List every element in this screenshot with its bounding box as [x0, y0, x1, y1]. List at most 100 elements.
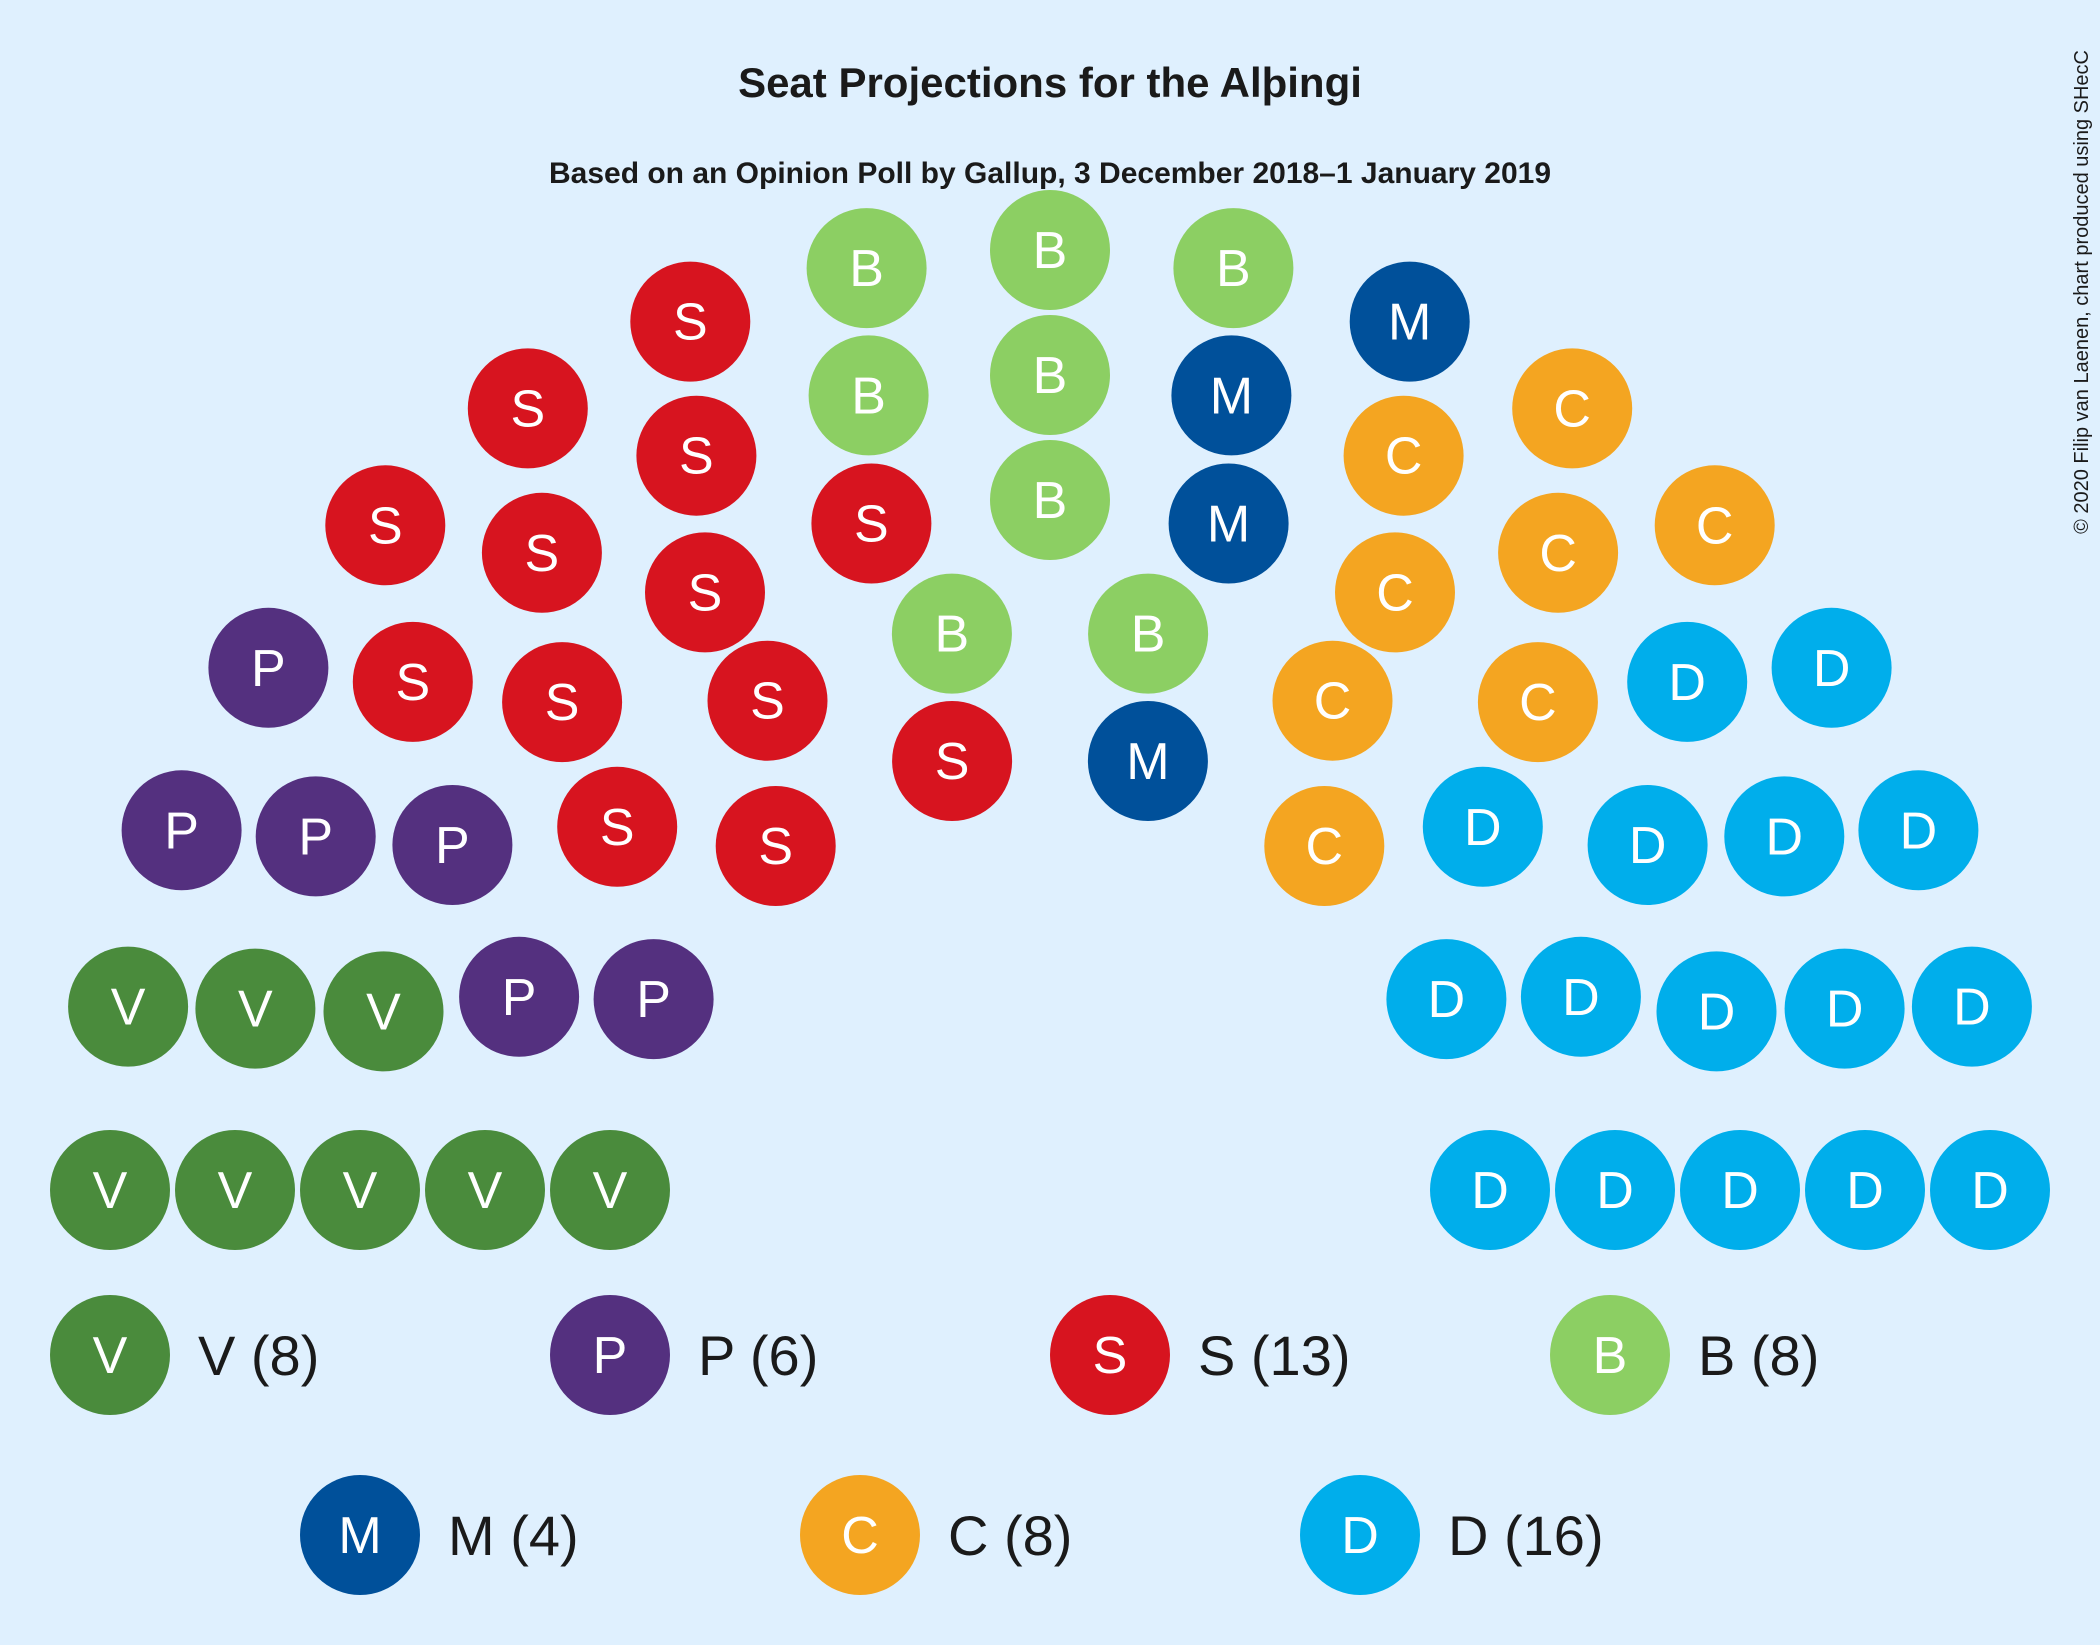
chart-credit: © 2020 Filip van Laenen, chart produced …: [2071, 50, 2093, 534]
seat-D: D: [1656, 951, 1777, 1072]
seat-D: D: [1680, 1130, 1800, 1250]
seat-letter: S: [750, 673, 785, 731]
seat-C: C: [1477, 642, 1598, 763]
seat-circle: [195, 948, 316, 1069]
seat-letter: V: [111, 979, 146, 1037]
seat-D: D: [1858, 770, 1979, 891]
seat-circle: [892, 701, 1013, 821]
seat-circle: [1555, 1130, 1675, 1250]
seat-letter: P: [435, 817, 470, 875]
legend-swatch-letter: P: [593, 1327, 628, 1385]
legend-item-C: C C (8): [800, 1475, 1072, 1595]
legend-item-B: B B (8): [1550, 1295, 1819, 1415]
seat-letter: D: [1900, 802, 1938, 860]
seat-S: S: [467, 348, 588, 469]
seat-letter: V: [238, 981, 273, 1039]
legend-swatch-letter: C: [841, 1507, 879, 1565]
seat-circle: [1386, 939, 1507, 1060]
seat-circle: [502, 642, 623, 763]
seat-D: D: [1724, 776, 1845, 897]
seat-letter: P: [298, 808, 333, 866]
seat-circle: [593, 939, 714, 1060]
seat-D: D: [1520, 936, 1641, 1057]
seat-circle: [467, 348, 588, 469]
seat-circle: [1171, 335, 1292, 456]
seat-circle: [707, 640, 828, 761]
seat-P: P: [459, 936, 580, 1057]
seat-circle: [208, 607, 329, 728]
seat-V: V: [68, 946, 189, 1067]
seat-S: S: [636, 395, 757, 516]
seat-letter: S: [545, 674, 580, 732]
seat-circle: [630, 261, 751, 382]
seat-letter: V: [218, 1162, 253, 1220]
seat-letter: D: [1464, 799, 1502, 857]
seat-circle: [1930, 1130, 2050, 1250]
seat-B: B: [1088, 573, 1209, 694]
seat-B: B: [1173, 208, 1294, 329]
seat-letter: C: [1696, 497, 1734, 555]
seat-letter: D: [1562, 969, 1600, 1027]
seat-C: C: [1272, 640, 1393, 761]
seat-circle: [175, 1130, 295, 1250]
seat-circle: [1088, 573, 1209, 694]
legend-label: V (8): [198, 1324, 319, 1387]
seat-V: V: [550, 1130, 670, 1250]
seat-letter: D: [1629, 817, 1667, 875]
seat-circle: [1805, 1130, 1925, 1250]
seat-circle: [1627, 621, 1748, 742]
seat-circle: [1858, 770, 1979, 891]
seat-B: B: [806, 208, 927, 329]
legend-swatch: [550, 1295, 670, 1415]
seat-circle: [1654, 465, 1775, 586]
seat-letter: V: [366, 983, 401, 1041]
seat-letter: C: [1385, 428, 1423, 486]
seat-circle: [1498, 492, 1619, 613]
seat-letter: D: [1846, 1162, 1884, 1220]
seat-B: B: [990, 315, 1110, 435]
seat-letter: M: [1126, 733, 1169, 791]
seat-S: S: [630, 261, 751, 382]
seat-letter: D: [1698, 983, 1736, 1041]
seat-circle: [1520, 936, 1641, 1057]
seat-letter: V: [93, 1162, 128, 1220]
legend-label: D (16): [1448, 1504, 1604, 1567]
seat-circle: [1512, 348, 1633, 469]
legend-label: S (13): [1198, 1324, 1351, 1387]
legend-swatch: [1550, 1295, 1670, 1415]
seat-P: P: [121, 770, 242, 891]
seat-S: S: [715, 786, 836, 906]
chart-title: Seat Projections for the Alþingi: [738, 59, 1362, 106]
seat-circle: [459, 936, 580, 1057]
seat-circle: [1656, 951, 1777, 1072]
seat-letter: B: [1033, 472, 1068, 530]
seat-letter: B: [849, 240, 884, 298]
seat-letter: S: [510, 380, 545, 438]
seat-circle: [1680, 1130, 1800, 1250]
seat-circle: [1911, 946, 2032, 1067]
seat-circle: [990, 190, 1110, 310]
seat-letter: C: [1376, 564, 1414, 622]
legend: V V (8) P P (6) S S (13) B B (8) M M (4) C C (8) D D …: [50, 1295, 1819, 1595]
legend-swatch-letter: B: [1593, 1327, 1628, 1385]
legend-label: P (6): [698, 1324, 818, 1387]
legend-swatch: [1050, 1295, 1170, 1415]
seat-D: D: [1805, 1130, 1925, 1250]
legend-swatch-letter: M: [338, 1507, 381, 1565]
seat-circle: [1343, 395, 1464, 516]
seat-circle: [1422, 766, 1543, 887]
seat-P: P: [392, 785, 513, 905]
seat-letter: B: [1216, 240, 1251, 298]
legend-item-S: S S (13): [1050, 1295, 1351, 1415]
seat-circle: [1173, 208, 1294, 329]
seat-D: D: [1422, 766, 1543, 887]
seat-circle: [481, 492, 602, 613]
seat-D: D: [1627, 621, 1748, 742]
seat-S: S: [325, 465, 446, 586]
seat-letter: P: [636, 971, 671, 1029]
seat-D: D: [1430, 1130, 1550, 1250]
seat-S: S: [502, 642, 623, 763]
legend-swatch: [800, 1475, 920, 1595]
seat-circle: [392, 785, 513, 905]
seat-letter: M: [1207, 496, 1250, 554]
